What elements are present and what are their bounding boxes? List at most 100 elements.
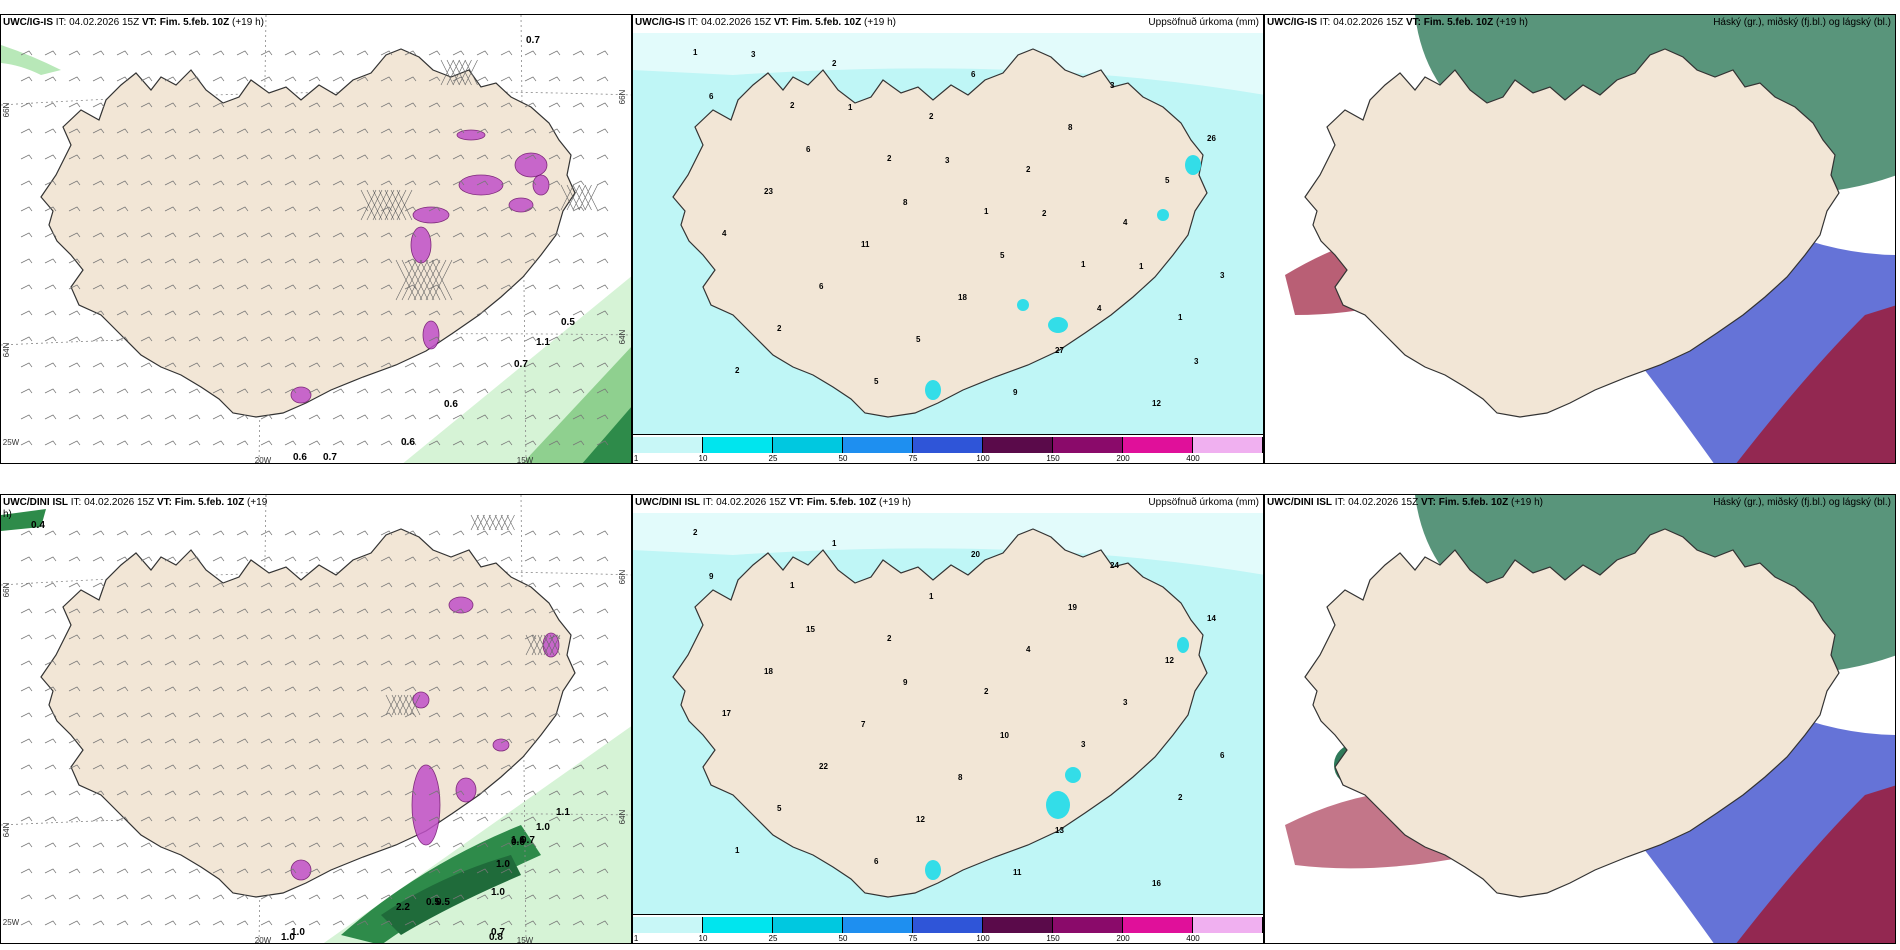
model-name: UWC/DINI ISL (1267, 497, 1332, 508)
precip-amount-label: 2 (693, 528, 698, 537)
wind-speed-labels: 0.41.11.01.60.60.71.01.02.2 0.50.51.0 0.70… (31, 520, 570, 943)
lat-label: 64N (2, 822, 11, 837)
precip-amount-label: 8 (903, 198, 908, 207)
precip-amount-label: 3 (1220, 271, 1225, 280)
wind-speed-label: 1.1 (556, 807, 570, 818)
panel-title: Uppsöfnuð úrkoma (mm) (1148, 17, 1259, 28)
lat-label: 66N (618, 89, 627, 104)
wind-map: 0.41.11.01.60.60.71.01.02.2 0.50.51.0 0.70… (1, 495, 631, 944)
panel-header: UWC/IG-IS IT: 04.02.2026 15Z VT: Fim. 5.… (3, 17, 264, 28)
colorbar-label: 400 (1186, 934, 1200, 943)
precip-amount-label: 2 (790, 101, 795, 110)
wind-speed-label: 0.7 (526, 35, 540, 46)
precip-amount-label: 2 (777, 324, 782, 333)
map-panel-precip-dini: UWC/DINI ISL IT: 04.02.2026 15Z VT: Fim.… (632, 494, 1264, 944)
wind-speed-label: 0.7 (514, 359, 528, 370)
precip-amount-label: 3 (1081, 740, 1086, 749)
iceland-landmass (672, 528, 1208, 898)
panel-title: Uppsöfnuð úrkoma (mm) (1148, 497, 1259, 508)
iceland-landmass (1304, 528, 1840, 898)
precip-map: 1221112222432568546593262311182712668543… (633, 33, 1263, 443)
map-panel-cloud-dini: UWC/DINI ISL IT: 04.02.2026 15Z VT: Fim.… (1264, 494, 1896, 944)
wind-speed-label: 1.0 (496, 859, 510, 870)
iceland-landmass (40, 48, 576, 418)
lat-label: 64N (618, 809, 627, 824)
colorbar-label: 75 (908, 934, 918, 943)
precip-amount-label: 3 (751, 50, 756, 59)
lat-label: 64N (618, 329, 627, 344)
precip-amount-label: 2 (735, 366, 740, 375)
precip-amount-label: 12 (1165, 656, 1174, 665)
precip-amount-label: 12 (1152, 399, 1161, 408)
colorbar-swatch (703, 917, 773, 933)
model-name: UWC/DINI ISL (3, 497, 68, 508)
colorbar-swatch (1123, 917, 1193, 933)
precip-amount-label: 11 (1013, 868, 1022, 877)
wind-speed-label: 0.7 (323, 452, 337, 463)
lon-label: 25W (3, 918, 20, 927)
precip-amount-label: 2 (887, 154, 892, 163)
precip-amount-label: 1 (832, 539, 837, 548)
colorbar-label: 100 (976, 454, 990, 463)
colorbar-label: 200 (1116, 934, 1130, 943)
panel-header: UWC/IG-IS IT: 04.02.2026 15Z VT: Fim. 5.… (1267, 17, 1528, 28)
colorbar-swatch (773, 437, 843, 453)
wind-speed-label: 0.4 (31, 520, 45, 531)
precip-amount-label: 19 (1068, 603, 1077, 612)
wind-speed-label: 1.0 (491, 887, 505, 898)
precip-amount-label: 8 (958, 773, 963, 782)
wind-speed-label: 0.5 (561, 317, 575, 328)
precip-amount-label: 9 (903, 678, 908, 687)
wind-barbs (20, 50, 609, 446)
colorbar-swatch (773, 917, 843, 933)
precip-amount-label: 4 (1026, 645, 1031, 654)
colorbar-label: 150 (1046, 454, 1060, 463)
colorbar-label: 150 (1046, 934, 1060, 943)
colorbar-label: 1 (633, 934, 639, 943)
lon-label: 15W (517, 456, 534, 464)
wind-speed-label: 1.6 (511, 835, 525, 846)
panel-header: UWC/DINI ISL IT: 04.02.2026 15Z VT: Fim.… (1267, 497, 1543, 508)
precip-amount-label: 15 (806, 625, 815, 634)
precip-amount-label: 5 (1000, 251, 1005, 260)
precip-amount-label: 6 (1220, 751, 1225, 760)
precip-amount-label: 3 (945, 156, 950, 165)
precip-amount-label: 6 (806, 145, 811, 154)
colorbar-swatch (703, 437, 773, 453)
lon-label: 20W (255, 936, 272, 944)
precip-amount-label: 2 (832, 59, 837, 68)
colorbar-swatch (843, 437, 913, 453)
precip-amount-label: 3 (1110, 81, 1115, 90)
precip-amount-label: 1 (790, 581, 795, 590)
panel-header: UWC/IG-IS IT: 04.02.2026 15Z VT: Fim. 5.… (635, 17, 896, 28)
panel-header: UWC/DINI ISL IT: 04.02.2026 15Z VT: Fim.… (635, 497, 911, 508)
colorbar-swatch (983, 437, 1053, 453)
precip-map: 2122321114365620191217221211241418781316… (633, 513, 1263, 923)
precip-amount-label: 3 (1194, 357, 1199, 366)
colorbar-swatch (843, 917, 913, 933)
precip-amount-label: 24 (1110, 561, 1119, 570)
colorbar-swatch (1193, 917, 1263, 933)
precip-amount-label: 1 (984, 207, 989, 216)
hatched-areas (360, 59, 598, 301)
model-name: UWC/IG-IS (635, 17, 685, 28)
cloud-map (1265, 495, 1895, 943)
graticule-labels: 20W 15W 25W 66N 64N 66N 64N (2, 569, 627, 944)
precip-amount-label: 6 (874, 857, 879, 866)
colorbar-label: 10 (698, 454, 708, 463)
precip-amount-label: 5 (916, 335, 921, 344)
precip-amount-label: 20 (971, 550, 980, 559)
precip-amount-label: 7 (861, 720, 866, 729)
map-panel-wind-dini: UWC/DINI ISL IT: 04.02.2026 15Z VT: Fim.… (0, 494, 632, 944)
map-panel-wind-igis: UWC/IG-IS IT: 04.02.2026 15Z VT: Fim. 5.… (0, 14, 632, 464)
map-panel-precip-igis: UWC/IG-IS IT: 04.02.2026 15Z VT: Fim. 5.… (632, 14, 1264, 464)
precip-amount-labels: 2122321114365620191217221211241418781316… (693, 528, 1225, 888)
precip-amount-label: 5 (777, 804, 782, 813)
precip-amount-label: 6 (709, 92, 714, 101)
precip-amount-label: 1 (1081, 260, 1086, 269)
precip-amount-label: 17 (722, 709, 731, 718)
colorbar-label: 75 (908, 454, 918, 463)
model-name: UWC/IG-IS (3, 17, 53, 28)
lon-label: 15W (517, 936, 534, 944)
wind-map: 0.7 0.5 1.1 0.7 0.6 0.6 0.7 0.6 20W 15W 25W 66N 64N 6… (1, 15, 631, 464)
